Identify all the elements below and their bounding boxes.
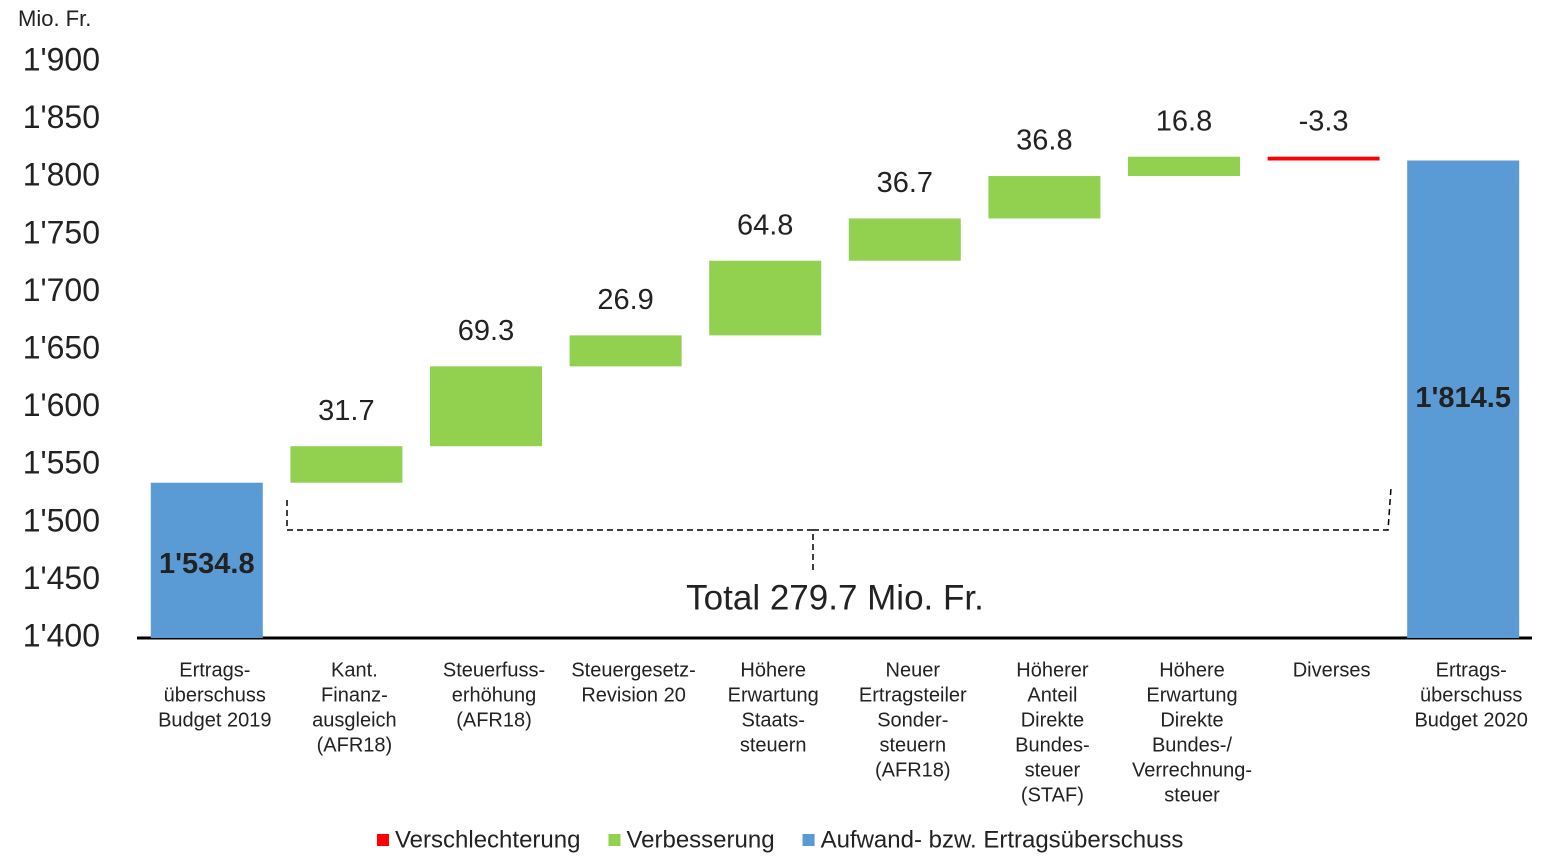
y-tick-label: 1'550	[23, 445, 100, 481]
x-tick-label: Kant.	[331, 659, 378, 681]
x-tick-label: Finanz-	[321, 684, 388, 706]
y-tick-label: 1'700	[23, 272, 100, 308]
y-tick-label: 1'600	[23, 387, 100, 423]
x-tick-label: (STAF)	[1021, 784, 1084, 806]
x-tick-label: Erwartung	[1146, 684, 1237, 706]
y-tick-label: 1'400	[23, 617, 100, 653]
x-tick-label: überschuss	[1420, 684, 1522, 706]
y-unit: Mio. Fr.	[18, 6, 91, 31]
bar	[430, 366, 542, 447]
x-tick-label: (AFR18)	[875, 759, 951, 781]
x-tick-label: ausgleich	[312, 709, 397, 731]
value-label: 36.7	[877, 167, 933, 199]
value-label: 16.8	[1156, 105, 1212, 137]
y-tick-label: 1'750	[23, 214, 100, 250]
x-tick-label: (AFR18)	[456, 709, 532, 731]
value-label: 1'814.5	[1415, 382, 1511, 414]
value-label: 1'534.8	[159, 548, 255, 580]
x-tick-label: überschuss	[164, 684, 266, 706]
value-label: 64.8	[737, 209, 793, 241]
x-tick-label: Verrechnung-	[1132, 759, 1252, 781]
x-tick-label: steuer	[1164, 784, 1220, 806]
bar	[150, 482, 263, 638]
x-tick-label: Budget 2019	[158, 709, 271, 731]
x-tick-label: Höhere	[1159, 659, 1225, 681]
x-tick-label: (AFR18)	[317, 734, 393, 756]
value-label: 31.7	[318, 395, 374, 427]
y-tick-label: 1'450	[23, 560, 100, 596]
x-tick-label: steuern	[879, 734, 946, 756]
x-tick-label: Anteil	[1027, 684, 1077, 706]
y-tick-label: 1'650	[23, 329, 100, 365]
y-tick-label: 1'800	[23, 157, 100, 193]
x-tick-label: Direkte	[1160, 709, 1223, 731]
x-tick-label: steuern	[740, 734, 807, 756]
x-tick-label: Steuerfuss-	[443, 659, 545, 681]
bar	[1267, 156, 1380, 161]
bar	[709, 260, 822, 336]
legend-label: Aufwand- bzw. Ertragsüberschuss	[821, 826, 1184, 853]
legend-label: Verschlechterung	[395, 826, 580, 853]
x-tick-label: Erwartung	[728, 684, 819, 706]
x-tick-label: steuer	[1025, 759, 1081, 781]
y-tick-label: 1'500	[23, 502, 100, 538]
value-label: -3.3	[1299, 105, 1349, 137]
bar	[848, 218, 961, 261]
x-tick-label: Direkte	[1021, 709, 1084, 731]
x-tick-label: Ertrags-	[179, 659, 250, 681]
x-tick-label: Revision 20	[581, 684, 686, 706]
total-annotation: Total 279.7 Mio. Fr.	[686, 578, 984, 617]
legend-label: Verbesserung	[626, 826, 774, 853]
bar	[988, 176, 1101, 219]
y-tick-label: 1'900	[23, 41, 100, 77]
bar	[290, 446, 403, 483]
x-tick-label: Bundes-	[1015, 734, 1090, 756]
x-tick-label: erhöhung	[452, 684, 537, 706]
bar	[1128, 156, 1240, 177]
bar	[1407, 160, 1520, 638]
x-tick-label: Ertragsteiler	[859, 684, 967, 706]
x-tick-label: Diverses	[1293, 659, 1371, 681]
x-tick-label: Budget 2020	[1414, 709, 1527, 731]
x-tick-label: Sonder-	[877, 709, 948, 731]
x-tick-label: Neuer	[886, 659, 941, 681]
x-tick-label: Staats-	[742, 709, 805, 731]
value-label: 26.9	[597, 284, 653, 316]
legend-swatch	[802, 834, 815, 846]
legend-swatch	[377, 834, 389, 846]
x-tick-label: Bundes-/	[1152, 734, 1232, 756]
x-tick-label: Höhere	[740, 659, 806, 681]
legend-swatch	[608, 834, 621, 846]
x-tick-label: Ertrags-	[1436, 659, 1507, 681]
bar	[569, 335, 682, 367]
y-tick-label: 1'850	[23, 99, 100, 135]
value-label: 69.3	[458, 315, 514, 347]
value-label: 36.8	[1016, 125, 1072, 157]
total-bracket	[286, 487, 1392, 572]
x-tick-label: Steuergesetz-	[571, 659, 696, 681]
x-tick-label: Höherer	[1016, 659, 1089, 681]
